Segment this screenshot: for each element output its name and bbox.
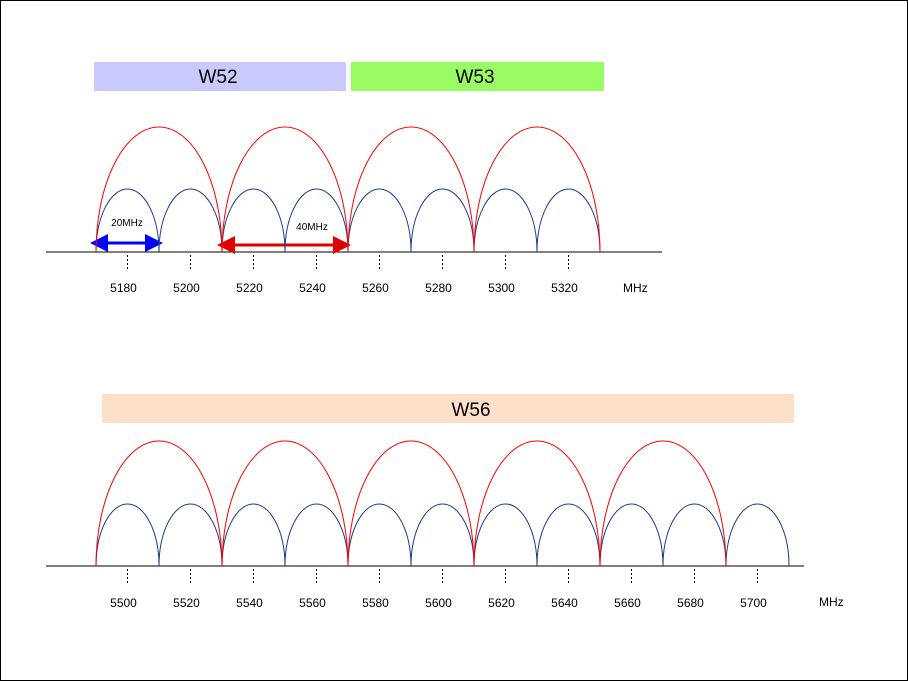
frequency-label: 5700: [740, 596, 767, 610]
frequency-label: 5260: [362, 281, 389, 295]
frequency-label: 5200: [173, 281, 200, 295]
frequency-label: 5280: [425, 281, 452, 295]
frequency-label: 5520: [173, 596, 200, 610]
channel-20mhz-arc: [347, 188, 412, 253]
channel-20mhz-arc: [536, 503, 601, 567]
channel-40mhz-arc: [221, 126, 349, 253]
frequency-label: 5500: [110, 596, 137, 610]
frequency-label: 5320: [551, 281, 578, 295]
w56-band-label: W56: [451, 400, 490, 421]
channel-20mhz-arc: [599, 503, 664, 567]
frequency-label: 5220: [236, 281, 263, 295]
unit-label-high: MHz: [819, 595, 844, 609]
frequency-label: 5300: [488, 281, 515, 295]
frequency-label: 5600: [425, 596, 452, 610]
channel-20mhz-arc: [95, 503, 160, 567]
frequency-label: 5560: [299, 596, 326, 610]
frequency-label: 5660: [614, 596, 641, 610]
frequency-label: 5640: [551, 596, 578, 610]
w52-band-bar: [94, 62, 346, 91]
channel-40mhz-arc: [473, 126, 601, 253]
channel-40mhz-arc: [95, 126, 223, 253]
channel-40mhz-arc: [221, 440, 349, 567]
channel-20mhz-arc: [536, 188, 601, 253]
w52-band-label: W52: [198, 67, 237, 88]
channel-20mhz-arc: [410, 503, 475, 567]
channel-20mhz-arc: [662, 503, 727, 567]
channel-20mhz-arc: [725, 503, 790, 567]
tick-marks-high: 5500 5520 5540 5560 5580 5600 5620 5640 5660 5680…: [110, 569, 767, 610]
frequency-label: 5620: [488, 596, 515, 610]
frequency-label: 5540: [236, 596, 263, 610]
w56-band-bar: [102, 394, 794, 423]
width-20mhz-label: 20MHz: [111, 218, 143, 229]
tick-marks-low: 5180 5200 5220 5240 5260 5280 5300 5320: [110, 255, 578, 295]
channel-20mhz-arc: [284, 188, 349, 253]
channel-20mhz-arc: [221, 503, 286, 567]
frequency-label: 5680: [677, 596, 704, 610]
channel-40mhz-arc: [95, 440, 223, 567]
width-40mhz-label: 40MHz: [296, 222, 328, 233]
channel-20mhz-arc: [95, 188, 160, 253]
channel-20mhz-arc: [158, 503, 223, 567]
channel-40mhz-arc: [473, 440, 601, 567]
channel-20mhz-arc: [284, 503, 349, 567]
frequency-label: 5180: [110, 281, 137, 295]
channel-20mhz-arc: [473, 503, 538, 567]
channel-40mhz-arc: [347, 440, 475, 567]
channel-arcs-low: [95, 126, 601, 253]
frequency-label: 5240: [299, 281, 326, 295]
channel-20mhz-arc: [347, 503, 412, 567]
channel-20mhz-arc: [158, 188, 223, 253]
channel-20mhz-arc: [473, 188, 538, 253]
w53-band-bar: [351, 62, 604, 91]
channel-20mhz-arc: [221, 188, 286, 253]
channel-arcs-high: [95, 440, 790, 567]
unit-label-low: MHz: [623, 281, 648, 295]
frequency-label: 5580: [362, 596, 389, 610]
w53-band-label: W53: [455, 67, 494, 88]
channel-40mhz-arc: [599, 440, 727, 567]
channel-20mhz-arc: [410, 188, 475, 253]
channel-40mhz-arc: [347, 126, 475, 253]
